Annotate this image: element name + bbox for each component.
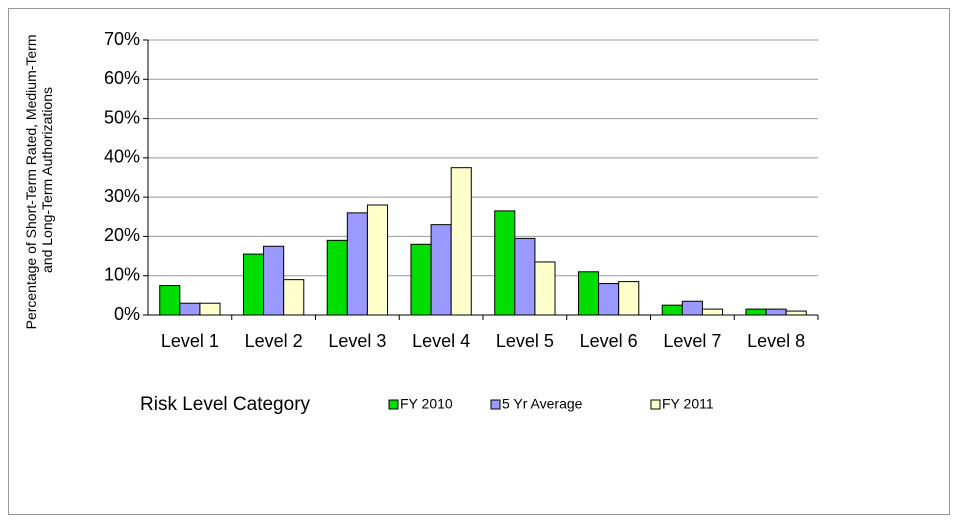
- bar: [410, 243, 432, 316]
- legend-label: FY 2010: [400, 396, 453, 412]
- bar: [199, 302, 221, 316]
- bar: [159, 285, 181, 316]
- bar: [577, 271, 600, 316]
- bar: [326, 239, 348, 316]
- y-tick-label: 60%: [104, 68, 140, 88]
- bar: [618, 281, 640, 316]
- x-axis-title: Risk Level Category: [140, 394, 311, 415]
- legend-swatch: [490, 399, 501, 410]
- bar: [598, 283, 620, 316]
- y-tick-label: 0%: [114, 304, 140, 324]
- bar: [785, 310, 807, 316]
- chart-frame: [8, 8, 950, 515]
- bar: [534, 261, 556, 316]
- bar: [765, 308, 787, 316]
- y-tick-label: 10%: [104, 264, 140, 284]
- x-tick-label: Level 1: [161, 331, 219, 351]
- y-tick-label: 40%: [104, 147, 140, 167]
- bar: [263, 245, 285, 316]
- bar: [701, 308, 724, 316]
- legend-label: 5 Yr Average: [502, 396, 583, 412]
- bar: [430, 224, 452, 316]
- bar: [242, 253, 265, 316]
- y-tick-label: 20%: [104, 225, 140, 245]
- legend-swatch: [388, 399, 399, 410]
- y-axis-title: Percentage of Short-Term Rated, Medium-T…: [23, 31, 55, 330]
- y-tick-label: 50%: [104, 107, 140, 127]
- y-axis-title-line: Percentage of Short-Term Rated, Medium-T…: [23, 35, 39, 330]
- bar: [681, 300, 703, 316]
- y-tick-label: 70%: [104, 29, 140, 49]
- legend-label: FY 2011: [662, 396, 714, 412]
- bar: [514, 237, 536, 316]
- bar: [450, 167, 472, 316]
- y-tick-label: 30%: [104, 186, 140, 206]
- x-tick-label: Level 4: [412, 331, 470, 351]
- bar: [283, 279, 305, 316]
- legend-swatch: [650, 399, 661, 410]
- bar: [179, 302, 201, 316]
- bar: [745, 308, 767, 316]
- x-tick-label: Level 5: [496, 331, 554, 351]
- bar: [366, 204, 389, 316]
- x-tick-label: Level 3: [328, 331, 386, 351]
- bar: [661, 304, 683, 316]
- x-tick-label: Level 8: [747, 331, 805, 351]
- bar: [346, 212, 368, 316]
- x-tick-label: Level 6: [580, 331, 638, 351]
- x-tick-label: Level 2: [245, 331, 303, 351]
- y-axis-title-line: and Long-Term Authorizations: [39, 87, 55, 273]
- x-tick-label: Level 7: [663, 331, 721, 351]
- bar: [494, 210, 516, 316]
